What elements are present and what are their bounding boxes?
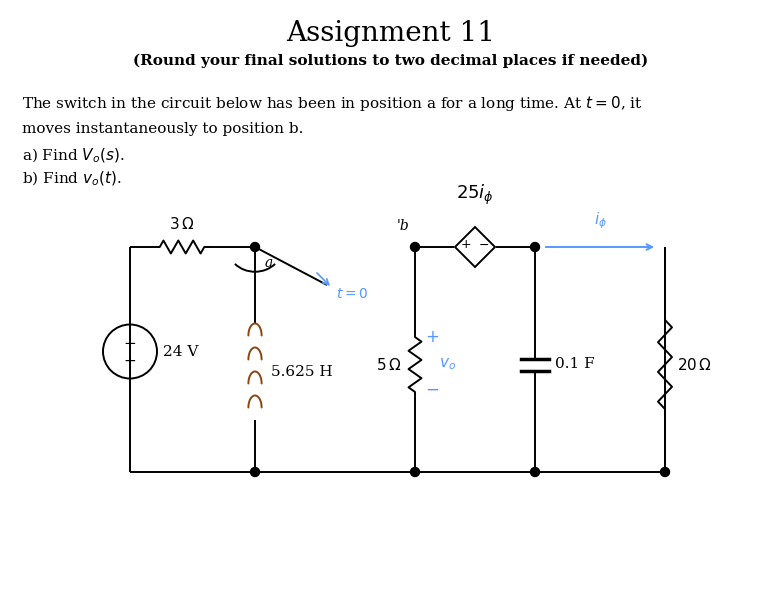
- Text: $3\,\Omega$: $3\,\Omega$: [169, 216, 194, 232]
- Text: $-$: $-$: [425, 379, 439, 397]
- Text: a) Find $V_o(s)$.: a) Find $V_o(s)$.: [22, 147, 124, 166]
- Circle shape: [530, 468, 540, 477]
- Circle shape: [530, 243, 540, 252]
- Text: (Round your final solutions to two decimal places if needed): (Round your final solutions to two decim…: [133, 54, 648, 69]
- Text: 5.625 H: 5.625 H: [271, 364, 333, 379]
- Text: The switch in the circuit below has been in position a for a long time. At $t = : The switch in the circuit below has been…: [22, 94, 643, 113]
- Text: $25i_\phi$: $25i_\phi$: [456, 183, 494, 207]
- Text: b) Find $v_o(t)$.: b) Find $v_o(t)$.: [22, 170, 122, 188]
- Text: $+$: $+$: [460, 238, 472, 250]
- Text: Assignment 11: Assignment 11: [286, 20, 495, 47]
- Text: $-$: $-$: [479, 238, 490, 250]
- Circle shape: [411, 468, 419, 477]
- Text: $i_\phi$: $i_\phi$: [594, 211, 607, 231]
- Text: 0.1 F: 0.1 F: [555, 358, 594, 371]
- Text: moves instantaneously to position b.: moves instantaneously to position b.: [22, 122, 303, 136]
- Circle shape: [251, 243, 259, 252]
- Text: $+$: $+$: [123, 354, 137, 369]
- Text: $20\,\Omega$: $20\,\Omega$: [677, 356, 712, 373]
- Text: $+$: $+$: [425, 329, 439, 347]
- Text: $v_o$: $v_o$: [439, 356, 456, 373]
- Text: $-$: $-$: [123, 334, 137, 349]
- Circle shape: [411, 243, 419, 252]
- Text: $t=0$: $t=0$: [336, 287, 369, 301]
- Circle shape: [661, 468, 669, 477]
- Circle shape: [251, 468, 259, 477]
- Text: 24 V: 24 V: [163, 344, 198, 359]
- Text: 'b: 'b: [397, 219, 409, 233]
- Text: $5\,\Omega$: $5\,\Omega$: [376, 356, 401, 373]
- Text: a: a: [265, 256, 273, 270]
